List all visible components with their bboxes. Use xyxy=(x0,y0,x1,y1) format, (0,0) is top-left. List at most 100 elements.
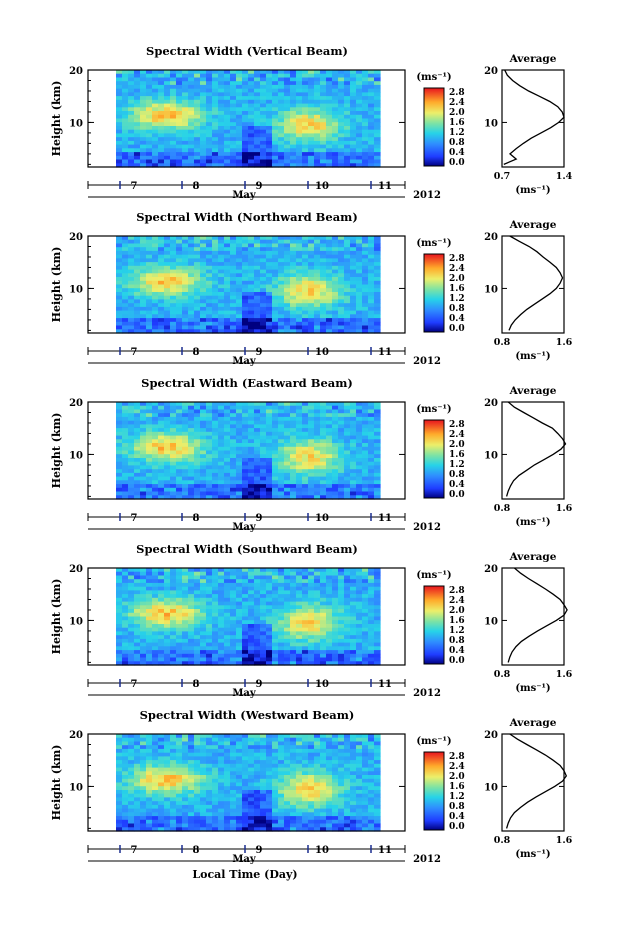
heatmap-cell xyxy=(338,321,345,327)
heatmap-cell xyxy=(332,609,339,614)
heatmap-cell xyxy=(248,409,255,414)
heatmap-cell xyxy=(200,409,207,414)
heatmap-cell xyxy=(170,601,177,606)
heatmap-cell xyxy=(164,402,171,407)
heatmap-cell xyxy=(350,586,357,591)
heatmap-cell xyxy=(206,616,213,621)
heatmap-cell xyxy=(296,137,303,142)
heatmap-cell xyxy=(224,661,231,666)
heatmap-cell xyxy=(296,428,303,433)
heatmap-cell xyxy=(128,439,135,444)
heatmap-cell xyxy=(254,638,261,644)
heatmap-cell xyxy=(146,476,153,481)
heatmap-cell xyxy=(194,96,201,101)
heatmap-cell xyxy=(326,250,333,256)
heatmap-cell xyxy=(248,88,255,93)
heatmap-cell xyxy=(164,605,171,610)
heatmap-cell xyxy=(320,155,327,161)
heatmap-cell xyxy=(122,575,129,580)
heatmap-cell xyxy=(338,646,345,651)
heatmap-cell xyxy=(206,476,213,481)
heatmap-cell xyxy=(254,84,261,90)
heatmap-cell xyxy=(146,472,153,478)
heatmap-cell xyxy=(374,99,381,105)
heatmap-cell xyxy=(134,812,141,817)
heatmap-cell xyxy=(260,126,267,131)
heatmap-cell xyxy=(122,487,129,493)
heatmap-cell xyxy=(356,597,363,603)
heatmap-cell xyxy=(284,280,291,286)
heatmap-cell xyxy=(230,273,237,278)
heatmap-cell xyxy=(314,310,321,315)
heatmap-cell xyxy=(290,616,297,621)
heatmap-cell xyxy=(116,295,123,300)
heatmap-cell xyxy=(302,133,309,138)
heatmap-cell xyxy=(320,137,327,142)
heatmap-cell xyxy=(332,409,339,414)
heatmap-cell xyxy=(344,155,351,161)
heatmap-cell xyxy=(236,428,243,433)
heatmap-cell xyxy=(134,107,141,112)
heatmap-cell xyxy=(182,443,189,448)
heatmap-cell xyxy=(134,114,141,120)
heatmap-cell xyxy=(242,571,249,576)
heatmap-cell xyxy=(290,81,297,86)
heatmap-cell xyxy=(350,243,357,248)
heatmap-cell xyxy=(158,627,165,632)
heatmap-cell xyxy=(254,140,261,146)
heatmap-cell xyxy=(164,571,171,576)
heatmap-cell xyxy=(200,103,207,108)
heatmap-cell xyxy=(338,73,345,78)
heatmap-cell xyxy=(182,624,189,629)
y-axis-label: Height (km) xyxy=(50,579,63,655)
heatmap-cell xyxy=(344,96,351,101)
heatmap-cell xyxy=(218,306,225,312)
heatmap-cell xyxy=(140,476,147,481)
heatmap-cell xyxy=(182,402,189,407)
date-tick-label: 8 xyxy=(193,513,200,524)
heatmap-cell xyxy=(326,420,333,425)
heatmap-cell xyxy=(332,258,339,263)
heatmap-cell xyxy=(176,439,183,444)
heatmap-cell xyxy=(260,443,267,448)
colorbar-tick-label: 1.6 xyxy=(449,118,465,128)
heatmap-cell xyxy=(338,609,345,614)
heatmap-cell xyxy=(272,77,279,82)
heatmap-cell xyxy=(338,148,345,153)
heatmap-cell xyxy=(362,122,369,127)
heatmap-cell xyxy=(194,70,201,75)
heatmap-cell xyxy=(314,329,321,334)
heatmap-cell xyxy=(116,480,123,485)
heatmap-cell xyxy=(206,597,213,603)
heatmap-cell xyxy=(338,152,345,157)
heatmap-cell xyxy=(332,428,339,433)
heatmap-cell xyxy=(284,96,291,101)
heatmap-cell xyxy=(284,155,291,161)
heatmap-cell xyxy=(194,118,201,123)
heatmap-cell xyxy=(140,579,147,584)
heatmap-cell xyxy=(206,111,213,116)
heatmap-cell xyxy=(326,402,333,407)
heatmap-cell xyxy=(344,314,351,319)
date-tick-label: 8 xyxy=(193,347,200,358)
heatmap-cell xyxy=(128,250,135,256)
heatmap-cell xyxy=(230,480,237,485)
heatmap-cell xyxy=(350,461,357,466)
heatmap-cell xyxy=(200,303,207,308)
heatmap-cell xyxy=(296,627,303,632)
heatmap-cell xyxy=(152,269,159,274)
heatmap-cell xyxy=(122,280,129,286)
heatmap-cell xyxy=(146,92,153,97)
heatmap-cell xyxy=(356,605,363,610)
heatmap-cell xyxy=(290,284,297,289)
heatmap-cell xyxy=(146,763,153,769)
heatmap-cell xyxy=(296,424,303,429)
heatmap-cell xyxy=(308,594,315,599)
heatmap-cell xyxy=(344,443,351,448)
heatmap-cell xyxy=(278,405,285,410)
heatmap-cell xyxy=(362,77,369,82)
heatmap-cell xyxy=(194,439,201,444)
heatmap-cell xyxy=(128,624,135,629)
heatmap-cell xyxy=(248,571,255,576)
heatmap-cell xyxy=(230,601,237,606)
